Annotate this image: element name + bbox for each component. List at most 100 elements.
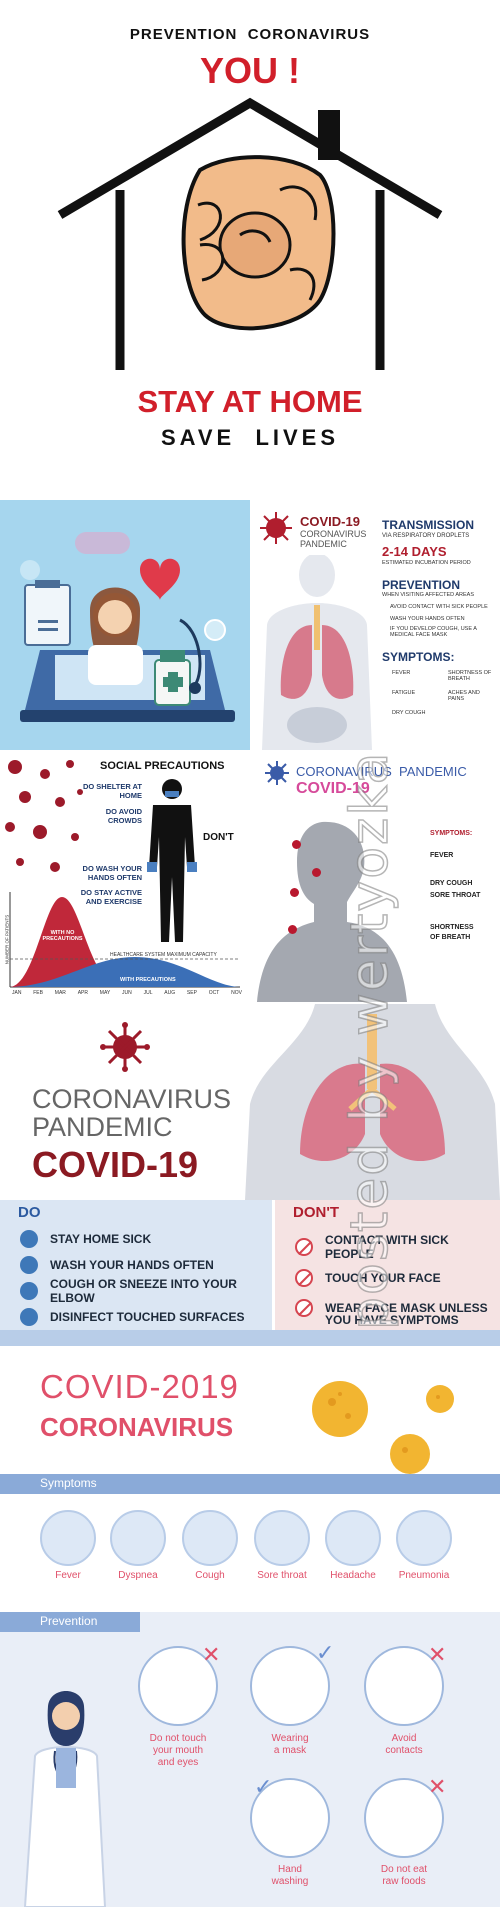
dont-item: WEAR FACE MASK UNLESS [295,1297,488,1319]
symptom-aches: ACHES AND PAINS [448,690,480,702]
symptoms-band-label: Symptoms [40,1476,97,1490]
symptom-label: Cough [195,1570,225,1581]
capacity-label: HEALTHCARE SYSTEM MAXIMUM CAPACITY [110,952,217,958]
do-title: DO [18,1204,41,1221]
do-item: STAY HOME SICK [20,1228,151,1250]
symptom-shortness: SHORTNESS OF BREATH [448,670,492,682]
symptom-fever: FEVER [392,670,411,676]
covid2019-card: COVID-2019 CORONAVIRUS Symptoms Fever Dy… [0,1346,500,1907]
no-contact-icon [295,1238,313,1256]
cross-icon: ✕ [428,1642,447,1667]
prevention-label: Wearing a mask [271,1733,309,1756]
month-label: OCT [208,990,220,996]
prevention-heading: PREVENTION [382,578,461,592]
covid-subtitle-1: CORONAVIRUS [300,529,367,539]
prevention-label: Avoid contacts [385,1733,423,1756]
prevention-avatar-no-touch [138,1646,218,1726]
stay-at-home-text: STAY AT HOME [137,384,363,419]
symptom-pin-fever [292,840,301,849]
month-label: NOV [231,990,242,996]
symptom-label: Headache [330,1570,376,1581]
you-text: YOU ! [199,50,300,91]
symptom-label: Fever [55,1570,81,1581]
symptom-label: Pneumonia [398,1570,450,1581]
home-icon [20,1230,38,1248]
watermark-text: posted by wertyozka [339,750,401,1331]
covid-subtitle-2: PANDEMIC [300,539,347,549]
pandemic-title: CORONAVIRUS PANDEMIC [296,764,467,779]
virus-icon [265,761,289,785]
pandemic-of-breath: OF BREATH [430,934,471,941]
doctor-laptop-illustration [0,500,250,750]
pandemic-shortness: SHORTNESS [430,924,474,931]
prevention-label: Do not eat raw foods [380,1864,428,1887]
month-label: JUN [122,990,132,996]
symptom-label: Dyspnea [118,1570,158,1581]
lungs-line-1: CORONAVIRUS [32,1084,232,1114]
dont-panel: DON'T CONTACT WITH SICK PEOPLE TOUCH YOU… [275,1200,500,1330]
female-doctor-icon [23,1691,107,1907]
save-lives-text: SAVE LIVES [160,425,340,450]
sneeze-icon [20,1282,38,1300]
pandemic-dry-cough: DRY COUGH [430,880,473,887]
dont-item: CONTACT WITH SICK PEOPLE [295,1233,500,1261]
social-precautions-card: SOCIAL PRECAUTIONS DO SHELTER AT HOME DO… [0,752,250,1002]
virus-cluster-icon [5,760,83,872]
prevention-item-2: WASH YOUR HANDS OFTEN [390,616,465,622]
lungs-line-2: PANDEMIC [32,1112,173,1142]
dont-item: TOUCH YOUR FACE [295,1267,441,1289]
symptom-avatar-headache [325,1510,381,1566]
transmission-sub: VIA RESPIRATORY DROPLETS [382,533,470,539]
prevention-label: Do not touch your mouth and eyes [149,1733,207,1768]
prevention-avatar-hand-washing [250,1778,330,1858]
no-mask-icon [295,1299,313,1317]
prevention-label: Hand washing [271,1864,309,1887]
symptom-fatigue: FATIGUE [392,690,416,696]
hand-wash-icon [20,1256,38,1274]
house-icon [57,97,443,370]
prevention-avatar-raw-foods [364,1778,444,1858]
check-icon: ✓ [254,1774,273,1799]
dont-title: DON'T [293,1204,340,1221]
symptoms-band: Symptoms [0,1474,500,1494]
social-do-4: DO STAY ACTIVE AND EXERCISE [80,888,142,906]
human-profile-icon [257,821,407,1002]
symptom-avatar-sore-throat [254,1510,310,1566]
prevention-item-1: AVOID CONTACT WITH SICK PEOPLE [390,604,488,610]
pandemic-fever: FEVER [430,852,454,859]
cross-icon: ✕ [202,1642,221,1667]
dont-item-cont: YOU HAVE SYMPTOMS [325,1313,459,1327]
patients-axis-label: NUMBER OF PATIENTS [4,914,10,965]
person-silhouette-icon [147,779,197,942]
month-label: MAR [54,990,66,996]
symptom-pin-breath [288,925,297,934]
month-label: APR [77,990,88,996]
symptom-pin-cough [312,868,321,877]
pandemic-sore-throat: SORE THROAT [430,892,481,899]
social-dont: DON'T [203,832,234,843]
incubation-sub: ESTIMATED INCUBATION PERIOD [382,560,471,566]
no-face-touch-icon [295,1269,313,1287]
covid2019-title: COVID-2019 [40,1368,239,1405]
incubation-days: 2-14 DAYS [382,544,447,559]
month-label: MAY [99,990,111,996]
month-axis: JAN FEB MAR APR MAY JUN JUL AUG SEP OCT … [12,990,242,996]
social-do-3: DO WASH YOUR HANDS OFTEN [82,864,142,882]
with-precautions-label: WITH PRECAUTIONS [120,977,176,983]
month-label: SEP [186,990,197,996]
do-item: DISINFECT TOUCHED SURFACES [20,1306,244,1328]
month-label: FEB [33,990,43,996]
symptom-dry-cough: DRY COUGH [392,710,426,716]
symptom-avatar-cough [182,1510,238,1566]
curve-chart [9,892,240,988]
social-title: SOCIAL PRECAUTIONS [100,760,225,772]
virus-icon [100,1022,150,1072]
month-label: JAN [12,990,22,996]
pandemic-symptoms-heading: SYMPTOMS: [430,830,473,837]
symptom-avatar-fever [40,1510,96,1566]
prevention-avatar-avoid-contacts [364,1646,444,1726]
pandemic-covid: COVID-19 [296,780,370,797]
do-item: WASH YOUR HANDS OFTEN [20,1254,214,1276]
transmission-heading: TRANSMISSION [382,518,475,532]
month-label: JUL [143,990,153,996]
